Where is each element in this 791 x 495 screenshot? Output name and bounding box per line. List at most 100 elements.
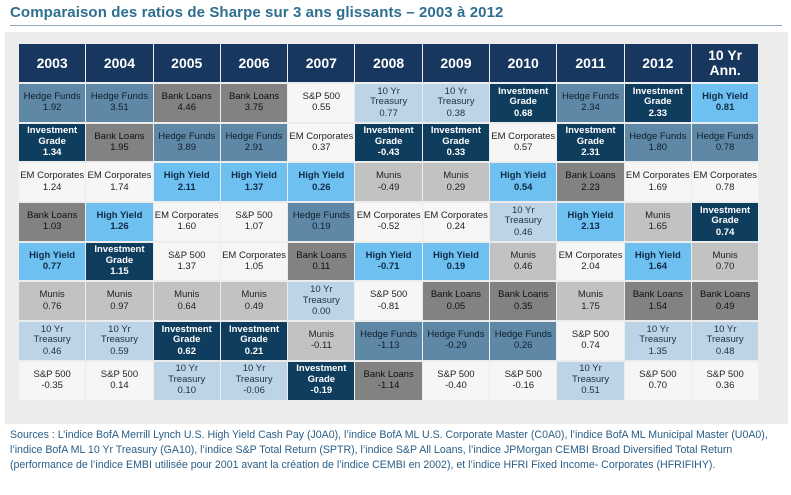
asset-label: EM Corporates	[491, 130, 556, 142]
sharpe-value: 1.35	[648, 345, 668, 357]
table-cell: Bank Loans 1.95	[86, 123, 153, 164]
sharpe-value: 3.89	[177, 142, 196, 154]
asset-label: Bank Loans	[161, 90, 212, 102]
table-cell: Munis 0.49	[220, 282, 288, 323]
table-cell: S&P 500 0.36	[691, 361, 759, 402]
table-cell: Hedge Funds 1.80	[624, 123, 691, 164]
table-cell: Bank Loans 0.11	[288, 242, 355, 283]
table-cell: Munis 0.97	[86, 282, 153, 323]
table-cell: Investment Grade 0.74	[691, 203, 759, 243]
asset-label: Hedge Funds	[23, 90, 81, 102]
asset-label: Bank Loans	[430, 289, 482, 301]
asset-label: 10 Yr Treasury	[168, 363, 206, 385]
column-header: 2003	[19, 44, 86, 84]
sharpe-value: 1.37	[177, 261, 196, 273]
sharpe-value: -0.29	[445, 340, 467, 352]
sharpe-value: 0.05	[446, 300, 466, 312]
table-cell: EM Corporates -0.52	[355, 203, 422, 243]
asset-label: Investment Grade	[632, 85, 683, 108]
table-cell: 10 Yr Treasury 0.38	[422, 84, 490, 124]
asset-label: Investment Grade	[27, 125, 78, 147]
asset-label: EM Corporates	[423, 209, 488, 221]
column-header: 2012	[624, 44, 691, 84]
asset-label: High Yield	[567, 209, 614, 221]
sharpe-value: 0.48	[715, 345, 735, 357]
sharpe-value: 0.46	[513, 261, 533, 273]
sharpe-value: 2.33	[648, 107, 668, 119]
asset-label: High Yield	[298, 170, 345, 182]
asset-label: Munis	[443, 170, 469, 182]
table-cell: 10 Yr Treasury 0.46	[490, 203, 557, 243]
asset-label: S&P 500	[168, 249, 206, 261]
sharpe-value: 2.34	[581, 102, 600, 114]
sharpe-value: 0.46	[513, 226, 533, 238]
asset-label: EM Corporates	[87, 170, 152, 182]
column-header: 2005	[153, 44, 220, 84]
sharpe-value: 1.07	[244, 221, 264, 233]
asset-label: High Yield	[432, 249, 479, 261]
asset-label: S&P 500	[302, 90, 340, 102]
asset-label: Munis	[375, 170, 402, 182]
table-cell: Bank Loans 2.23	[557, 163, 624, 204]
sharpe-value: 1.34	[42, 147, 62, 159]
table-cell: EM Corporates 0.78	[691, 163, 759, 204]
sharpe-value: 0.29	[446, 181, 466, 193]
table-cell: EM Corporates 0.24	[422, 203, 490, 243]
sharpe-value: 1.92	[42, 102, 62, 114]
sharpe-value: 0.36	[715, 380, 735, 392]
sharpe-value: 1.05	[244, 261, 264, 273]
sharpe-value: 0.24	[446, 221, 466, 233]
asset-label: Hedge Funds	[562, 90, 620, 102]
sharpe-value: 1.24	[42, 181, 62, 193]
table-cell: Hedge Funds 3.89	[153, 123, 220, 164]
sharpe-value: 0.51	[581, 385, 600, 397]
table-cell: High Yield 2.13	[557, 203, 624, 243]
table-cell: EM Corporates 1.24	[19, 163, 86, 204]
sharpe-value: 1.60	[177, 221, 196, 233]
asset-label: Investment Grade	[363, 125, 414, 147]
sharpe-value: 1.74	[110, 181, 129, 193]
sharpe-value: 0.46	[42, 345, 62, 357]
table-cell: High Yield 2.11	[153, 163, 220, 204]
asset-label: 10 Yr Treasury	[706, 323, 744, 346]
asset-label: Investment Grade	[161, 323, 212, 346]
sharpe-value: 2.91	[244, 142, 264, 154]
table-cell: Munis 0.76	[19, 282, 86, 323]
asset-label: 10 Yr Treasury	[437, 85, 475, 108]
table-cell: Hedge Funds -1.13	[355, 322, 422, 362]
table-cell: Investment Grade 2.33	[624, 84, 691, 124]
sharpe-value: 0.57	[513, 142, 533, 154]
table-cell: Bank Loans -1.14	[355, 361, 422, 402]
sharpe-value: 2.04	[581, 261, 600, 273]
asset-label: 10 Yr Treasury	[639, 323, 677, 346]
sharpe-value: 0.19	[446, 261, 466, 273]
table-cell: Investment Grade 0.68	[490, 84, 557, 124]
table-cell: Bank Loans 1.54	[624, 282, 691, 323]
sharpe-value: 1.64	[648, 261, 668, 273]
table-cell: EM Corporates 2.04	[557, 242, 624, 283]
sharpe-value: 0.55	[312, 102, 331, 114]
asset-label: Hedge Funds	[90, 90, 148, 102]
asset-label: High Yield	[702, 90, 749, 102]
table-cell: Munis 0.29	[422, 163, 490, 204]
asset-label: Bank Loans	[565, 170, 616, 182]
table-cell: 10 Yr Treasury 0.00	[288, 282, 355, 323]
sharpe-value: -0.81	[377, 300, 400, 312]
asset-label: Bank Loans	[296, 249, 347, 261]
asset-label: Investment Grade	[296, 363, 347, 385]
sharpe-value: 0.97	[110, 300, 129, 312]
table-cell: Hedge Funds 0.19	[288, 203, 355, 243]
asset-label: Munis	[712, 249, 738, 261]
asset-label: Investment Grade	[565, 125, 616, 147]
column-header: 2004	[86, 44, 153, 84]
sharpe-value: 1.37	[244, 181, 264, 193]
table-cell: EM Corporates 0.37	[288, 123, 355, 164]
table-cell: Investment Grade 0.33	[422, 123, 490, 164]
sharpe-value: 0.59	[110, 345, 129, 357]
asset-label: Hedge Funds	[494, 328, 552, 340]
table-cell: Investment Grade 1.34	[19, 123, 86, 164]
sharpe-value: 0.26	[513, 340, 533, 352]
title-divider	[10, 25, 782, 26]
table-cell: Hedge Funds -0.29	[422, 322, 490, 362]
asset-label: Bank Loans	[94, 130, 145, 142]
